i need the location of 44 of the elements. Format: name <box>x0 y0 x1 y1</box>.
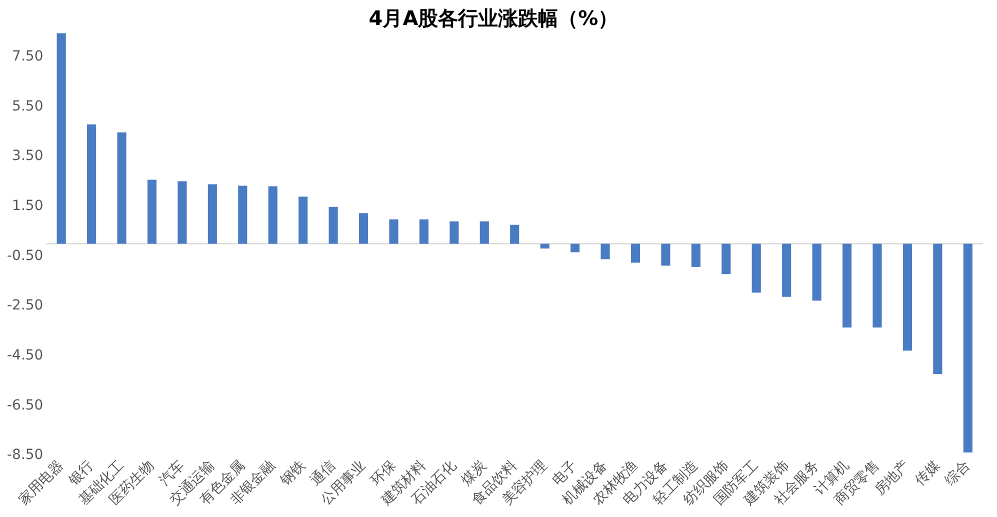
bar <box>570 244 580 252</box>
bar <box>389 219 398 244</box>
bar <box>661 244 670 266</box>
bar <box>600 244 610 260</box>
y-tick-label: -8.50 <box>6 447 44 464</box>
y-tick-label: 1.50 <box>12 198 44 214</box>
bar <box>147 180 157 244</box>
x-tick-label: 综合 <box>942 458 974 489</box>
y-tick-label: 7.50 <box>12 48 44 65</box>
bar <box>358 213 368 244</box>
y-tick-label: -6.50 <box>6 397 44 414</box>
y-tick-label: -2.50 <box>6 298 44 314</box>
bar <box>87 124 96 244</box>
bar <box>902 244 912 351</box>
x-tick-label: 钢铁 <box>276 458 308 490</box>
bar <box>963 244 972 453</box>
bar <box>419 219 428 244</box>
x-tick-label: 传媒 <box>912 458 944 489</box>
bar <box>933 244 942 374</box>
bar <box>117 132 126 244</box>
bar <box>178 181 187 244</box>
bar <box>722 244 731 274</box>
bar <box>238 186 248 244</box>
chart-title: 4月A股各行业涨跌幅（%） <box>368 6 618 30</box>
bar <box>56 33 66 244</box>
bar <box>510 224 520 244</box>
bar <box>872 244 882 328</box>
bar <box>298 196 308 244</box>
y-tick-label: 5.50 <box>12 98 44 114</box>
y-tick-label: -0.50 <box>6 248 44 264</box>
y-tick-label: 3.50 <box>12 148 44 164</box>
bar <box>480 221 489 244</box>
bar <box>208 184 217 244</box>
bar <box>268 186 278 244</box>
bar <box>752 244 761 293</box>
y-tick-label: -4.50 <box>6 348 44 364</box>
bar <box>691 244 700 267</box>
bar <box>450 221 459 244</box>
bar <box>812 244 822 301</box>
bar <box>782 244 792 297</box>
bar <box>540 244 550 248</box>
bar <box>630 244 640 263</box>
bar <box>842 244 852 328</box>
bar <box>328 206 338 244</box>
